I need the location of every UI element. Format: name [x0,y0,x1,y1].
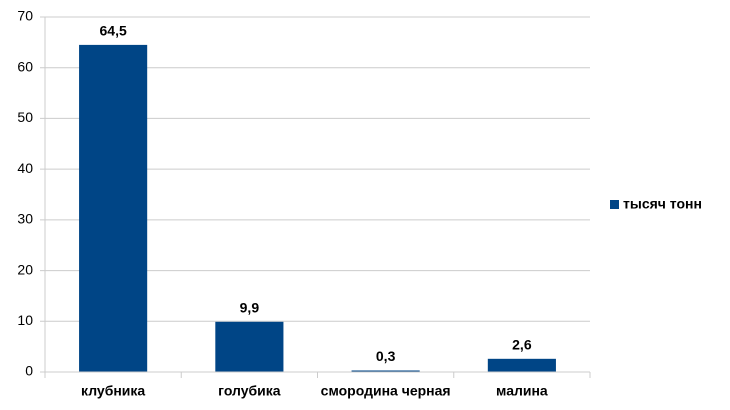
y-tick-label: 60 [17,58,33,74]
bar [487,358,556,372]
y-tick-label: 10 [17,312,33,328]
y-tick-label: 0 [25,363,33,379]
bar [215,321,284,372]
y-tick-label: 40 [17,160,33,176]
x-tick-label: смородина черная [321,383,451,399]
y-tick-label: 50 [17,109,33,125]
legend-swatch [610,200,619,209]
x-tick-label: клубника [81,383,145,399]
x-tick-label: голубика [218,383,281,399]
y-tick-label: 30 [17,211,33,227]
bar [79,44,148,373]
bar [351,370,420,372]
y-tick-label: 70 [17,8,33,24]
value-label: 0,3 [376,348,396,364]
value-label: 9,9 [240,299,260,315]
y-tick-label: 20 [17,261,33,277]
x-tick-label: малина [496,383,548,399]
legend-label: тысяч тонн [623,196,702,212]
value-label: 2,6 [512,337,532,353]
value-label: 64,5 [100,23,127,39]
